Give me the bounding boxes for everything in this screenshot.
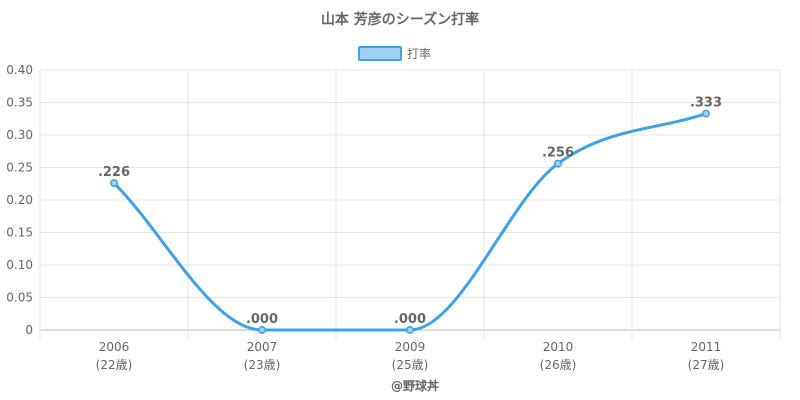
grid [39,69,781,340]
data-label: .000 [246,312,278,327]
data-label: .333 [690,96,722,111]
data-label: .000 [394,312,426,327]
data-label: .226 [98,165,130,180]
legend-label: 打率 [407,46,431,61]
x-tick-sublabel: (25歳) [392,358,429,372]
legend-swatch [358,46,402,61]
x-tick-label: 2006 [99,340,130,354]
x-tick-sublabel: (22歳) [96,358,133,372]
y-tick-label: 0.05 [6,291,33,305]
y-tick-label: 0 [25,323,33,337]
y-tick-label: 0.25 [6,161,33,175]
x-tick-label: 2010 [543,340,574,354]
axes: 0 0.05 0.10 0.15 0.20 0.25 0.30 0.35 0.40 2006 (22… [6,63,724,372]
credit-text: @野球丼 [391,378,439,393]
y-tick-label: 0.30 [6,128,33,142]
series [110,109,710,334]
data-label: .256 [542,146,574,161]
x-tick-label: 2007 [247,340,278,354]
x-tick-label: 2009 [395,340,426,354]
chart-title: 山本 芳彦のシーズン打率 [321,11,479,28]
data-point[interactable] [406,326,414,334]
y-tick-label: 0.15 [6,226,33,240]
x-tick-sublabel: (26歳) [540,358,577,372]
y-tick-label: 0.20 [6,193,33,207]
data-point[interactable] [258,326,266,334]
legend[interactable]: 打率 [358,46,431,61]
data-point[interactable] [554,159,562,168]
x-tick-sublabel: (27歳) [688,358,725,372]
x-tick-sublabel: (23歳) [244,358,281,372]
y-tick-label: 0.10 [6,258,33,272]
data-point[interactable] [110,179,118,188]
x-tick-label: 2011 [691,340,722,354]
y-tick-label: 0.40 [6,63,33,77]
data-point[interactable] [702,109,710,118]
data-labels: .226 .000 .000 .256 .333 [98,96,722,327]
y-tick-label: 0.35 [6,96,33,110]
